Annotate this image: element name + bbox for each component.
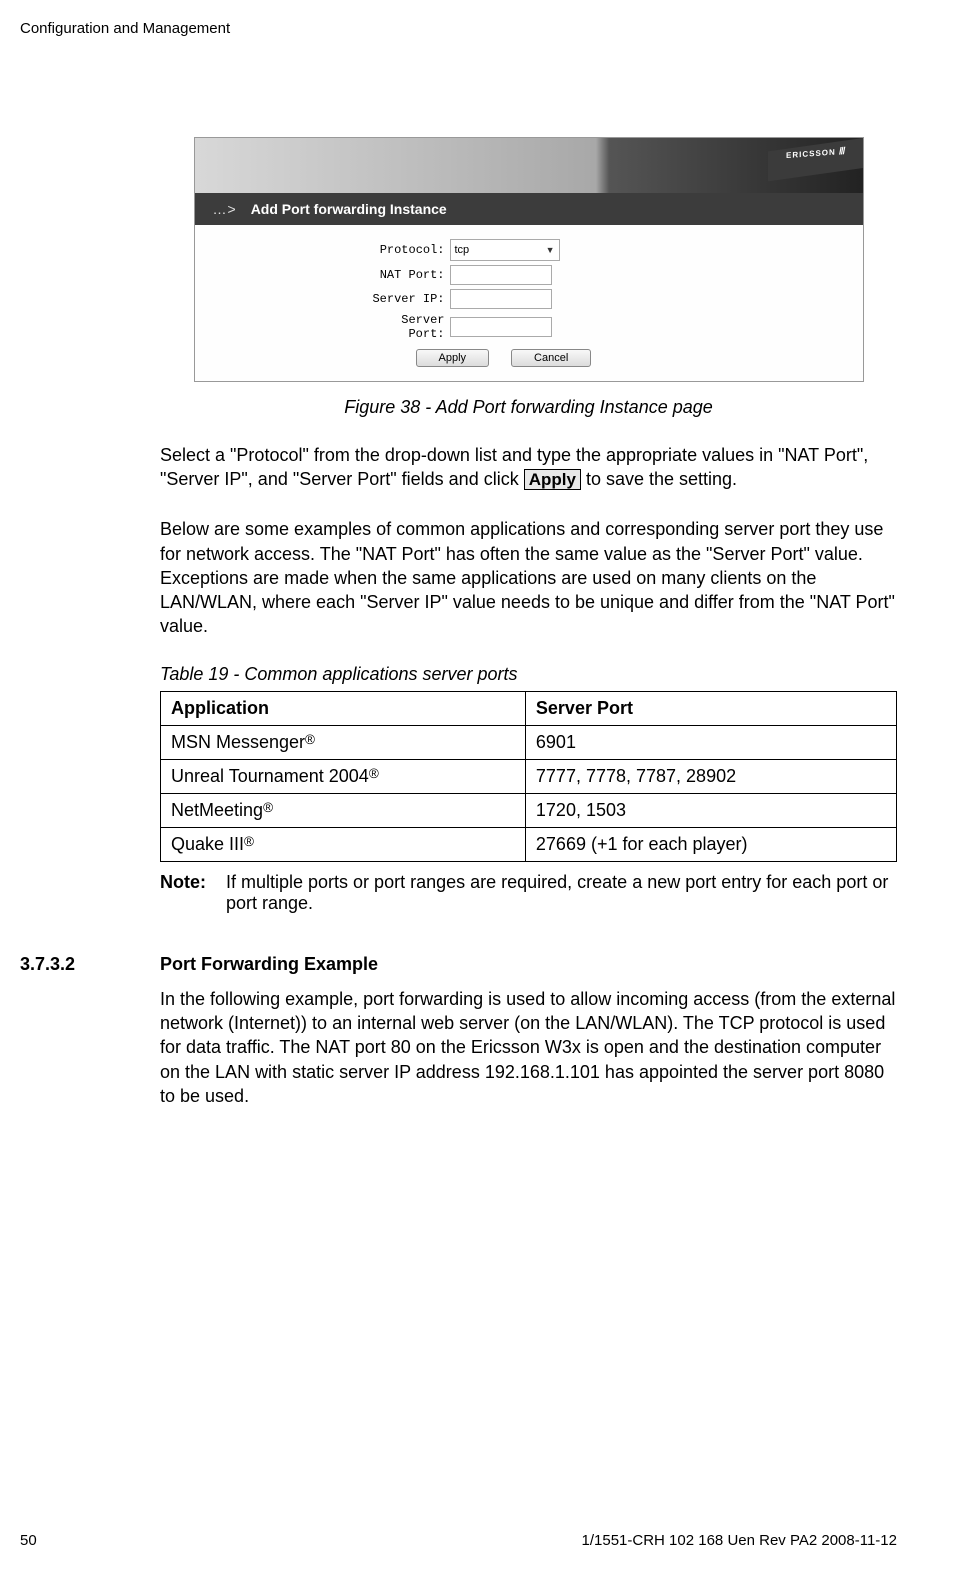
protocol-select[interactable]: tcp ▼ — [450, 239, 560, 261]
page-header: Configuration and Management — [20, 20, 897, 37]
paragraph-2: Below are some examples of common applic… — [160, 517, 897, 638]
nat-port-input[interactable] — [450, 265, 552, 285]
note-text: If multiple ports or port ranges are req… — [226, 872, 897, 914]
panel-title: Add Port forwarding Instance — [251, 201, 447, 217]
protocol-label: Protocol: — [360, 243, 445, 257]
page-number: 50 — [20, 1532, 37, 1549]
cancel-button[interactable]: Cancel — [511, 349, 591, 367]
note: Note: If multiple ports or port ranges a… — [160, 872, 897, 914]
chevron-down-icon: ▼ — [546, 245, 555, 255]
col-application: Application — [161, 691, 526, 725]
table-row: MSN Messenger® 6901 — [161, 725, 897, 759]
col-server-port: Server Port — [525, 691, 896, 725]
server-port-input[interactable] — [450, 317, 552, 337]
figure-screenshot: ERICSSON /// …> Add Port forwarding Inst… — [160, 137, 897, 382]
apply-button[interactable]: Apply — [416, 349, 490, 367]
table-row: Quake III® 27669 (+1 for each player) — [161, 827, 897, 861]
server-port-label: Server Port: — [360, 313, 445, 341]
figure-caption: Figure 38 - Add Port forwarding Instance… — [160, 397, 897, 418]
breadcrumb-icon: …> — [213, 201, 237, 217]
table-header-row: Application Server Port — [161, 691, 897, 725]
apply-inline-button: Apply — [524, 469, 581, 490]
section-title: Port Forwarding Example — [160, 954, 378, 975]
nat-port-label: NAT Port: — [360, 268, 445, 282]
ports-table: Application Server Port MSN Messenger® 6… — [160, 691, 897, 862]
section-number: 3.7.3.2 — [20, 954, 160, 975]
server-ip-input[interactable] — [450, 289, 552, 309]
table-row: Unreal Tournament 2004® 7777, 7778, 7787… — [161, 759, 897, 793]
table-row: NetMeeting® 1720, 1503 — [161, 793, 897, 827]
note-label: Note: — [160, 872, 206, 914]
table-caption: Table 19 - Common applications server po… — [160, 664, 897, 685]
page-footer: 50 1/1551-CRH 102 168 Uen Rev PA2 2008-1… — [20, 1532, 897, 1549]
paragraph-3: In the following example, port forwardin… — [160, 987, 897, 1108]
server-ip-label: Server IP: — [360, 292, 445, 306]
doc-id: 1/1551-CRH 102 168 Uen Rev PA2 2008-11-1… — [582, 1532, 897, 1549]
paragraph-1: Select a "Protocol" from the drop-down l… — [160, 443, 897, 492]
